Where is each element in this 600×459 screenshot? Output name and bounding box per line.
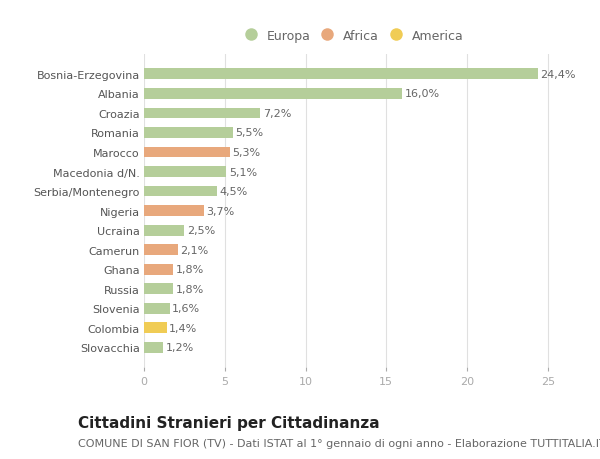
Bar	[144, 89, 403, 100]
Text: 1,8%: 1,8%	[176, 265, 204, 274]
Text: 5,1%: 5,1%	[229, 167, 257, 177]
Bar	[144, 147, 230, 158]
Text: 1,8%: 1,8%	[176, 284, 204, 294]
Text: 5,3%: 5,3%	[232, 148, 260, 157]
Bar	[144, 342, 163, 353]
Bar	[144, 206, 204, 217]
Bar	[144, 186, 217, 197]
Text: 24,4%: 24,4%	[541, 70, 576, 79]
Bar	[144, 167, 226, 178]
Text: Cittadini Stranieri per Cittadinanza: Cittadini Stranieri per Cittadinanza	[78, 415, 380, 431]
Text: 5,5%: 5,5%	[235, 128, 263, 138]
Text: 4,5%: 4,5%	[219, 187, 247, 196]
Text: 1,2%: 1,2%	[166, 343, 194, 353]
Bar	[144, 264, 173, 275]
Text: 1,4%: 1,4%	[169, 323, 197, 333]
Bar	[144, 245, 178, 256]
Bar	[144, 108, 260, 119]
Text: 3,7%: 3,7%	[206, 206, 235, 216]
Bar	[144, 303, 170, 314]
Bar	[144, 284, 173, 295]
Text: COMUNE DI SAN FIOR (TV) - Dati ISTAT al 1° gennaio di ogni anno - Elaborazione T: COMUNE DI SAN FIOR (TV) - Dati ISTAT al …	[78, 438, 600, 448]
Legend: Europa, Africa, America: Europa, Africa, America	[245, 30, 464, 43]
Bar	[144, 323, 167, 334]
Text: 7,2%: 7,2%	[263, 109, 291, 118]
Text: 16,0%: 16,0%	[405, 89, 440, 99]
Bar	[144, 69, 538, 80]
Bar	[144, 225, 184, 236]
Text: 1,6%: 1,6%	[172, 304, 200, 313]
Bar	[144, 128, 233, 139]
Text: 2,1%: 2,1%	[181, 245, 209, 255]
Text: 2,5%: 2,5%	[187, 226, 215, 235]
